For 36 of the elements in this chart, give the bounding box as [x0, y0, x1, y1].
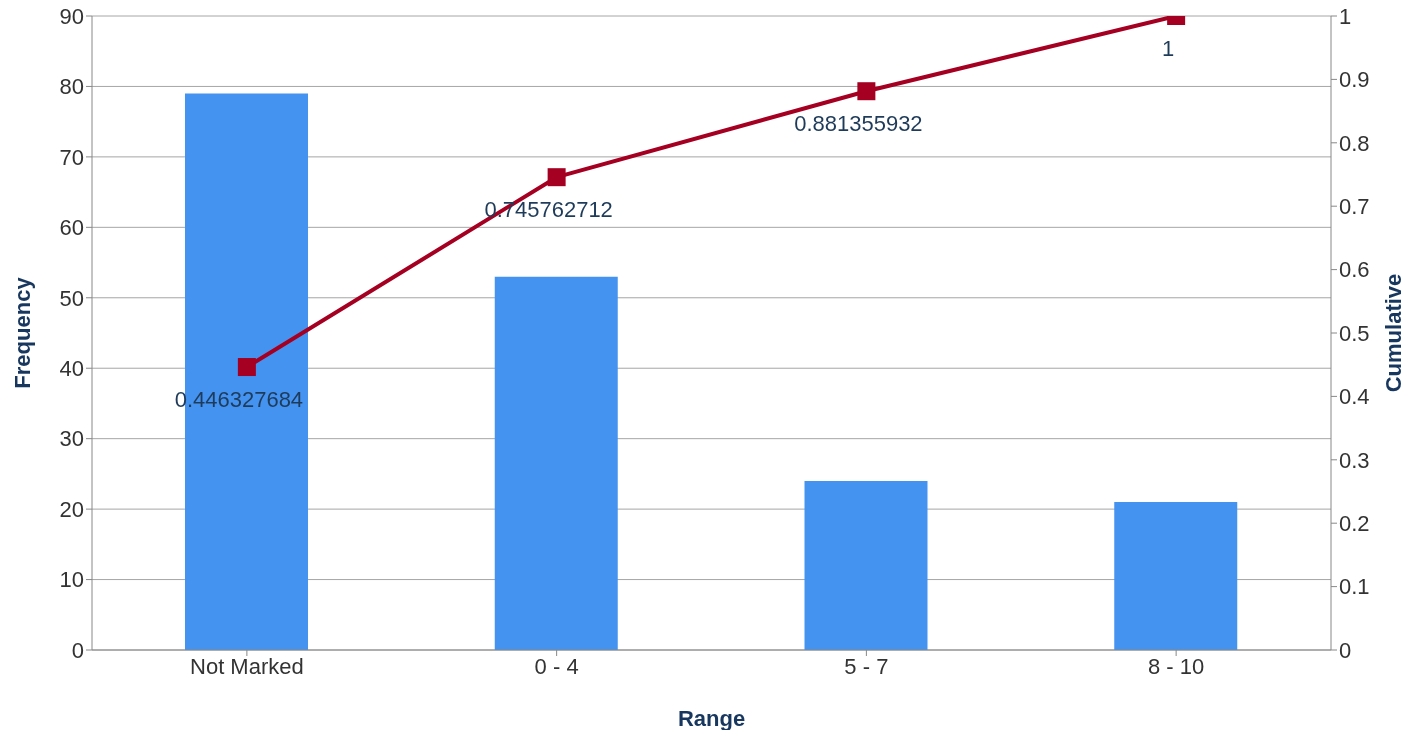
y-tick-label: 30 [59, 426, 84, 452]
y2-axis-title: Cumulative [1380, 273, 1406, 393]
y2-tick-label: 0.7 [1339, 194, 1370, 220]
y-axis-title: Frequency [9, 276, 35, 389]
data-label: 1 [1162, 36, 1175, 61]
y-tick-label: 90 [59, 3, 84, 29]
point [857, 82, 876, 101]
y2-tick-label: 0 [1339, 637, 1352, 663]
y2-tick-label: 1 [1339, 3, 1352, 29]
x-tick-label: 8 - 10 [1147, 653, 1205, 679]
y-tick-label: 40 [59, 356, 84, 382]
y2-tick-label: 0.1 [1339, 574, 1370, 600]
y2-tick-label: 0.9 [1339, 67, 1370, 93]
y-tick-label: 50 [59, 285, 84, 311]
y-tick-label: 0 [71, 637, 84, 663]
y2-tick-label: 0.8 [1339, 130, 1370, 156]
y2-tick-label: 0.5 [1339, 320, 1370, 346]
x-tick-label: Not Marked [190, 653, 304, 679]
bar [804, 480, 928, 650]
data-label: 0.881355932 [794, 111, 923, 137]
point [237, 358, 256, 377]
y-tick-label: 10 [59, 567, 84, 593]
y2-tick-label: 0.4 [1339, 384, 1370, 410]
x-axis-title: Range [677, 706, 746, 731]
y2-tick-label: 0.3 [1339, 447, 1370, 473]
x-tick-label: 0 - 4 [534, 653, 579, 679]
y-tick-label: 70 [59, 144, 84, 170]
point [547, 168, 566, 187]
bar [494, 276, 618, 650]
bar [1114, 502, 1238, 650]
y-tick-label: 20 [59, 496, 84, 522]
y2-tick-label: 0.2 [1339, 511, 1370, 537]
y-tick-label: 80 [59, 74, 84, 100]
y-tick-label: 60 [59, 215, 84, 241]
x-tick-label: 5 - 7 [844, 653, 889, 679]
y2-tick-label: 0.6 [1339, 257, 1370, 283]
